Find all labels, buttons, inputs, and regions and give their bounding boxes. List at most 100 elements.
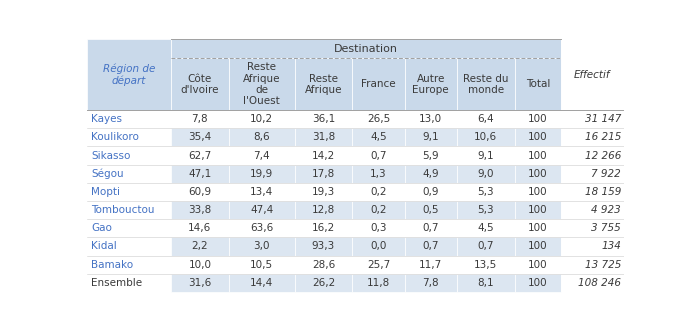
Text: 4,5: 4,5 [370, 133, 387, 142]
Text: 14,4: 14,4 [250, 278, 273, 288]
Bar [561, 128, 624, 146]
Text: Côte
d'Ivoire: Côte d'Ivoire [181, 73, 219, 95]
Bar [514, 274, 561, 292]
Bar [229, 183, 295, 201]
Bar [229, 165, 295, 183]
Bar [457, 183, 514, 201]
Bar [405, 256, 457, 274]
Text: Reste du
monde: Reste du monde [463, 73, 509, 95]
Text: 7,4: 7,4 [254, 151, 270, 160]
Bar [405, 274, 457, 292]
Text: 10,6: 10,6 [474, 133, 497, 142]
Text: 7,8: 7,8 [422, 278, 439, 288]
Text: 14,6: 14,6 [188, 223, 211, 233]
Bar [87, 128, 171, 146]
Bar [171, 110, 229, 128]
Bar [457, 110, 514, 128]
Bar [295, 110, 352, 128]
Bar [171, 183, 229, 201]
Bar [352, 201, 405, 219]
Text: 100: 100 [528, 151, 547, 160]
Text: 33,8: 33,8 [188, 205, 211, 215]
Bar [561, 256, 624, 274]
Text: 31,6: 31,6 [188, 278, 211, 288]
Text: 0,7: 0,7 [477, 241, 494, 252]
Bar [405, 58, 457, 110]
Bar [295, 58, 352, 110]
Bar [405, 183, 457, 201]
Text: 0,9: 0,9 [422, 187, 439, 197]
Bar [229, 128, 295, 146]
Bar [87, 219, 171, 237]
Text: 5,3: 5,3 [477, 205, 494, 215]
Bar [457, 274, 514, 292]
Text: 100: 100 [528, 169, 547, 179]
Text: Gao: Gao [91, 223, 112, 233]
Bar [561, 183, 624, 201]
Bar [514, 237, 561, 256]
Text: 8,6: 8,6 [254, 133, 270, 142]
Text: Autre
Europe: Autre Europe [412, 73, 449, 95]
Text: 12 266: 12 266 [585, 151, 621, 160]
Bar [405, 201, 457, 219]
Text: Total: Total [525, 79, 550, 89]
Text: 60,9: 60,9 [188, 187, 211, 197]
Bar [561, 219, 624, 237]
Bar [229, 201, 295, 219]
Text: 9,1: 9,1 [422, 133, 439, 142]
Text: 25,7: 25,7 [367, 260, 390, 270]
Bar [352, 183, 405, 201]
Text: Reste
Afrique: Reste Afrique [305, 73, 342, 95]
Text: 11,7: 11,7 [419, 260, 442, 270]
Bar [229, 146, 295, 165]
Text: 5,9: 5,9 [422, 151, 439, 160]
Text: Koulikoro: Koulikoro [91, 133, 139, 142]
Bar [352, 256, 405, 274]
Bar [352, 274, 405, 292]
Text: 100: 100 [528, 278, 547, 288]
Bar [514, 58, 561, 110]
Bar [457, 58, 514, 110]
Text: 100: 100 [528, 114, 547, 124]
Text: Destination: Destination [334, 44, 398, 54]
Text: Tombouctou: Tombouctou [91, 205, 155, 215]
Bar [87, 146, 171, 165]
Text: Sikasso: Sikasso [91, 151, 130, 160]
Bar [229, 219, 295, 237]
Text: Effectif: Effectif [574, 70, 611, 80]
Text: 134: 134 [601, 241, 621, 252]
Text: 35,4: 35,4 [188, 133, 211, 142]
Text: 4 923: 4 923 [591, 205, 621, 215]
Text: 19,9: 19,9 [250, 169, 273, 179]
Text: Mopti: Mopti [91, 187, 120, 197]
Bar [295, 219, 352, 237]
Bar [457, 256, 514, 274]
Bar [87, 39, 171, 58]
Text: 10,5: 10,5 [250, 260, 273, 270]
Text: 13 725: 13 725 [585, 260, 621, 270]
Bar [352, 58, 405, 110]
Text: 28,6: 28,6 [312, 260, 335, 270]
Bar [561, 165, 624, 183]
Text: 26,2: 26,2 [312, 278, 335, 288]
Text: 36,1: 36,1 [312, 114, 335, 124]
Text: 14,2: 14,2 [312, 151, 335, 160]
Text: 13,5: 13,5 [474, 260, 498, 270]
Bar [295, 237, 352, 256]
Bar [561, 39, 624, 58]
Bar [229, 110, 295, 128]
Bar [229, 256, 295, 274]
Bar [561, 146, 624, 165]
Text: 16 215: 16 215 [585, 133, 621, 142]
Text: 9,1: 9,1 [477, 151, 494, 160]
Bar [229, 237, 295, 256]
Bar [457, 165, 514, 183]
Text: Kidal: Kidal [91, 241, 116, 252]
Bar [514, 165, 561, 183]
Text: 13,0: 13,0 [419, 114, 442, 124]
Bar [457, 219, 514, 237]
Bar [514, 146, 561, 165]
Bar [514, 201, 561, 219]
Bar [295, 256, 352, 274]
Bar [352, 110, 405, 128]
